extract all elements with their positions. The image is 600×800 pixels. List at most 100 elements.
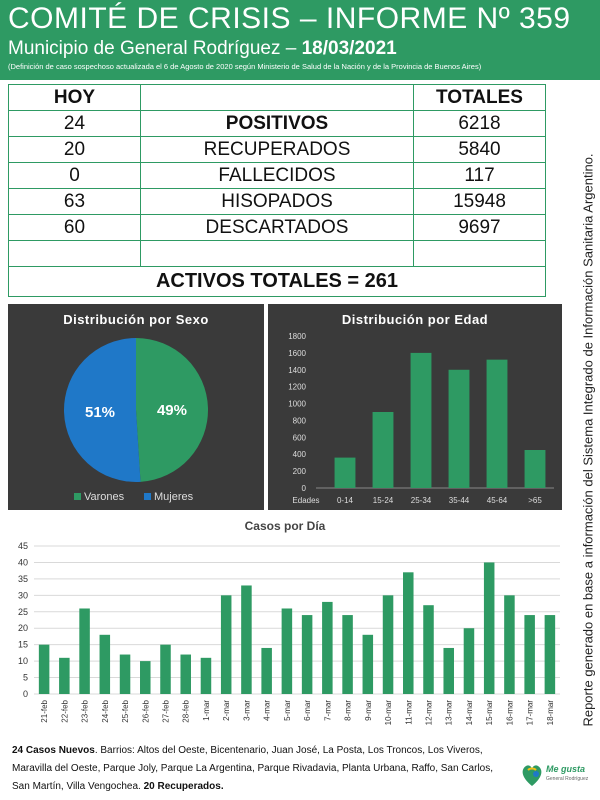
y-tick-label: 0 bbox=[302, 484, 307, 493]
x-tick-label: 2-mar bbox=[222, 700, 231, 721]
municipal-logo: Me gusta General Rodríguez bbox=[520, 760, 590, 792]
legend-swatch-varones bbox=[74, 493, 81, 500]
y-tick-label: 1600 bbox=[288, 349, 306, 358]
bar bbox=[403, 572, 414, 694]
table-empty-row bbox=[8, 240, 546, 267]
bar bbox=[200, 657, 212, 694]
side-note: Reporte generado en base a información d… bbox=[580, 153, 596, 727]
bar bbox=[448, 369, 470, 488]
y-tick-label: 10 bbox=[18, 656, 28, 666]
bar bbox=[220, 595, 232, 694]
row-label: HISOPADOS bbox=[140, 188, 414, 215]
y-tick-label: 1200 bbox=[288, 383, 306, 392]
bar bbox=[59, 657, 70, 694]
recovered-count: 20 Recuperados. bbox=[143, 781, 224, 792]
y-tick-label: 40 bbox=[18, 557, 28, 567]
footer-text: 24 Casos Nuevos. Barrios: Altos del Oest… bbox=[12, 742, 512, 796]
bar bbox=[334, 457, 356, 488]
bar bbox=[342, 615, 353, 694]
x-tick-label: 9-mar bbox=[364, 700, 373, 721]
x-axis-label: Edades bbox=[292, 496, 319, 505]
x-tick-label: 17-mar bbox=[526, 700, 535, 726]
new-cases: 24 Casos Nuevos bbox=[12, 745, 95, 756]
pie-slice-varones bbox=[136, 338, 208, 482]
pie-value-label: 51% bbox=[85, 404, 115, 421]
empty-cell bbox=[8, 240, 141, 267]
row-label: DESCARTADOS bbox=[140, 214, 414, 241]
table-row: 20 RECUPERADOS 5840 bbox=[8, 136, 546, 163]
bar bbox=[119, 654, 131, 694]
total-value: 117 bbox=[413, 162, 546, 189]
y-tick-label: 30 bbox=[18, 590, 28, 600]
x-tick-label: 4-mar bbox=[263, 700, 272, 721]
x-tick-label: 10-mar bbox=[384, 700, 393, 726]
x-tick-label: 3-mar bbox=[242, 700, 251, 721]
x-tick-label: 15-mar bbox=[485, 700, 494, 726]
x-tick-label: 21-feb bbox=[40, 699, 49, 722]
x-tick-label: 12-mar bbox=[425, 700, 434, 726]
x-tick-label: 25-feb bbox=[121, 699, 130, 722]
age-bar-chart: 0 200 400 600 800 1000 1200 1400 1600 1800 Edades 0… bbox=[288, 332, 554, 505]
x-tick-label: 24-feb bbox=[101, 699, 110, 722]
logo-subtext: General Rodríguez bbox=[546, 776, 589, 782]
row-label: POSITIVOS bbox=[140, 110, 414, 137]
table-header-row: HOY TOTALES bbox=[8, 84, 546, 111]
legend-label-varones: Varones bbox=[84, 491, 125, 503]
table-row: 0 FALLECIDOS 117 bbox=[8, 162, 546, 189]
x-tick-label: 13-mar bbox=[445, 700, 454, 726]
bar bbox=[261, 647, 272, 694]
bar bbox=[99, 634, 111, 694]
bar bbox=[140, 661, 151, 694]
y-tick-label: 5 bbox=[23, 673, 28, 683]
bar bbox=[504, 595, 515, 694]
sex-pie-chart: 49% 51% Varones Mujeres bbox=[63, 338, 208, 503]
bar bbox=[544, 615, 556, 694]
total-value: 5840 bbox=[413, 136, 546, 163]
pie-slice-mujeres bbox=[63, 338, 141, 482]
bar bbox=[486, 359, 508, 488]
y-tick-label: 1800 bbox=[288, 332, 306, 341]
bar bbox=[180, 654, 191, 694]
row-label: FALLECIDOS bbox=[140, 162, 414, 189]
table-row: 63 HISOPADOS 15948 bbox=[8, 188, 546, 215]
age-distribution-panel: Distribución por Edad 0 200 400 600 800 1000 1… bbox=[268, 304, 562, 510]
table-row: 60 DESCARTADOS 9697 bbox=[8, 214, 546, 241]
row-label: RECUPERADOS bbox=[140, 136, 414, 163]
heart-leaf-icon bbox=[522, 765, 542, 786]
summary-table: HOY TOTALES 24 POSITIVOS 6218 20 RECUPER… bbox=[8, 84, 546, 297]
y-tick-label: 15 bbox=[18, 640, 28, 650]
x-tick-label: 16-mar bbox=[505, 700, 514, 726]
daily-chart-title: Casos por Día bbox=[245, 519, 326, 533]
x-tick-label: 26-feb bbox=[141, 699, 150, 722]
legend-label-mujeres: Mujeres bbox=[154, 491, 194, 503]
y-tick-label: 800 bbox=[293, 416, 307, 425]
hoy-value: 20 bbox=[8, 136, 141, 163]
x-tick-label: 5-mar bbox=[283, 700, 292, 721]
hoy-value: 63 bbox=[8, 188, 141, 215]
pie-chart-title: Distribución por Sexo bbox=[63, 312, 209, 327]
x-tick-label: >65 bbox=[528, 496, 542, 505]
bar bbox=[281, 608, 293, 694]
daily-cases-panel: Casos por Día 0 5 10 15 20 25 30 35 40 45 21-feb 22-… bbox=[8, 514, 562, 736]
y-tick-label: 0 bbox=[23, 689, 28, 699]
hoy-value: 0 bbox=[8, 162, 141, 189]
y-tick-label: 600 bbox=[293, 433, 307, 442]
logo-text: Me gusta bbox=[546, 764, 586, 774]
totales-header: TOTALES bbox=[413, 84, 546, 111]
bar bbox=[524, 450, 546, 488]
activos-totales: ACTIVOS TOTALES = 261 bbox=[8, 266, 546, 297]
x-tick-label: 11-mar bbox=[404, 700, 413, 725]
activos-row: ACTIVOS TOTALES = 261 bbox=[8, 266, 546, 297]
x-tick-label: 28-feb bbox=[182, 699, 191, 722]
municipio-label: Municipio de General Rodríguez – bbox=[8, 38, 302, 59]
daily-cases-chart: Casos por Día 0 5 10 15 20 25 30 35 40 45 21-feb 22-… bbox=[18, 519, 560, 726]
legend-swatch-mujeres bbox=[144, 493, 151, 500]
bar bbox=[382, 595, 394, 694]
bar bbox=[524, 615, 535, 694]
y-tick-label: 200 bbox=[293, 467, 307, 476]
total-value: 15948 bbox=[413, 188, 546, 215]
x-tick-label: 1-mar bbox=[202, 700, 211, 721]
x-tick-label: 7-mar bbox=[323, 700, 332, 721]
sex-distribution-panel: Distribución por Sexo 49% 51% Varones Mujer… bbox=[8, 304, 264, 510]
hoy-header: HOY bbox=[8, 84, 141, 111]
